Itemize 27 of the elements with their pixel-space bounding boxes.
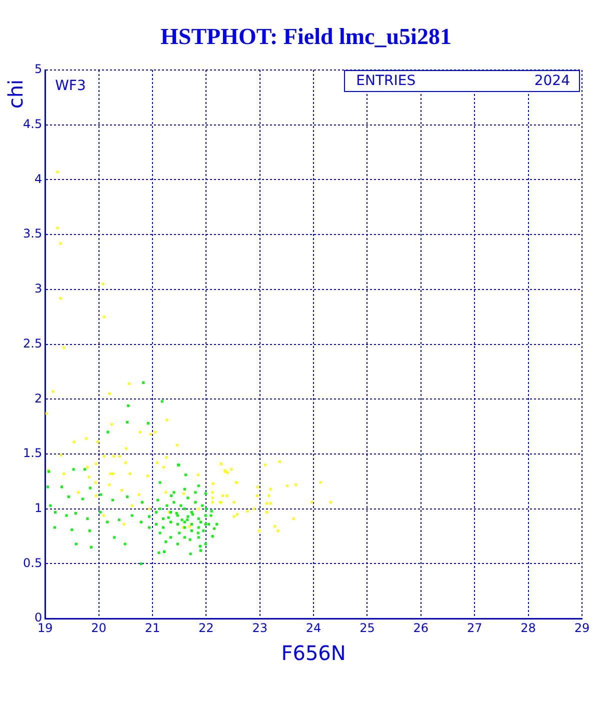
y-tick-label: 1.5 [22, 446, 42, 460]
y-tick-label: 2.5 [22, 336, 42, 350]
x-tick-label: 25 [360, 620, 375, 635]
y-tick-label: 2 [34, 391, 42, 406]
annotation: WF3 [55, 78, 86, 94]
y-tick-label: 4 [34, 172, 42, 186]
x-axis-title: F656N [281, 640, 346, 665]
x-tick-label: 26 [413, 620, 429, 635]
y-tick-label: 3.5 [22, 226, 42, 241]
x-tick-label: 22 [198, 620, 214, 635]
x-tick-label: 28 [520, 620, 536, 635]
x-tick-label: 24 [306, 620, 322, 635]
x-tick-label: 29 [574, 620, 590, 635]
y-tick-label: 1 [34, 501, 42, 516]
x-tick-label: 23 [252, 620, 268, 635]
annotation: ENTRIES [356, 73, 416, 89]
y-tick-label: 3 [34, 282, 42, 296]
x-tick-label: 27 [466, 620, 482, 635]
annotation: 2024 [534, 73, 570, 89]
x-tick-label: 21 [144, 620, 160, 635]
y-axis-title: chi [4, 79, 28, 109]
chart-title: HSTPHOT: Field lmc_u5i281 [160, 24, 452, 50]
x-tick-label: 19 [37, 620, 53, 635]
y-tick-label: 0.5 [22, 556, 42, 570]
y-tick-label: 4.5 [22, 116, 42, 131]
y-tick-label: 5 [34, 62, 42, 76]
x-tick-label: 20 [91, 620, 106, 635]
